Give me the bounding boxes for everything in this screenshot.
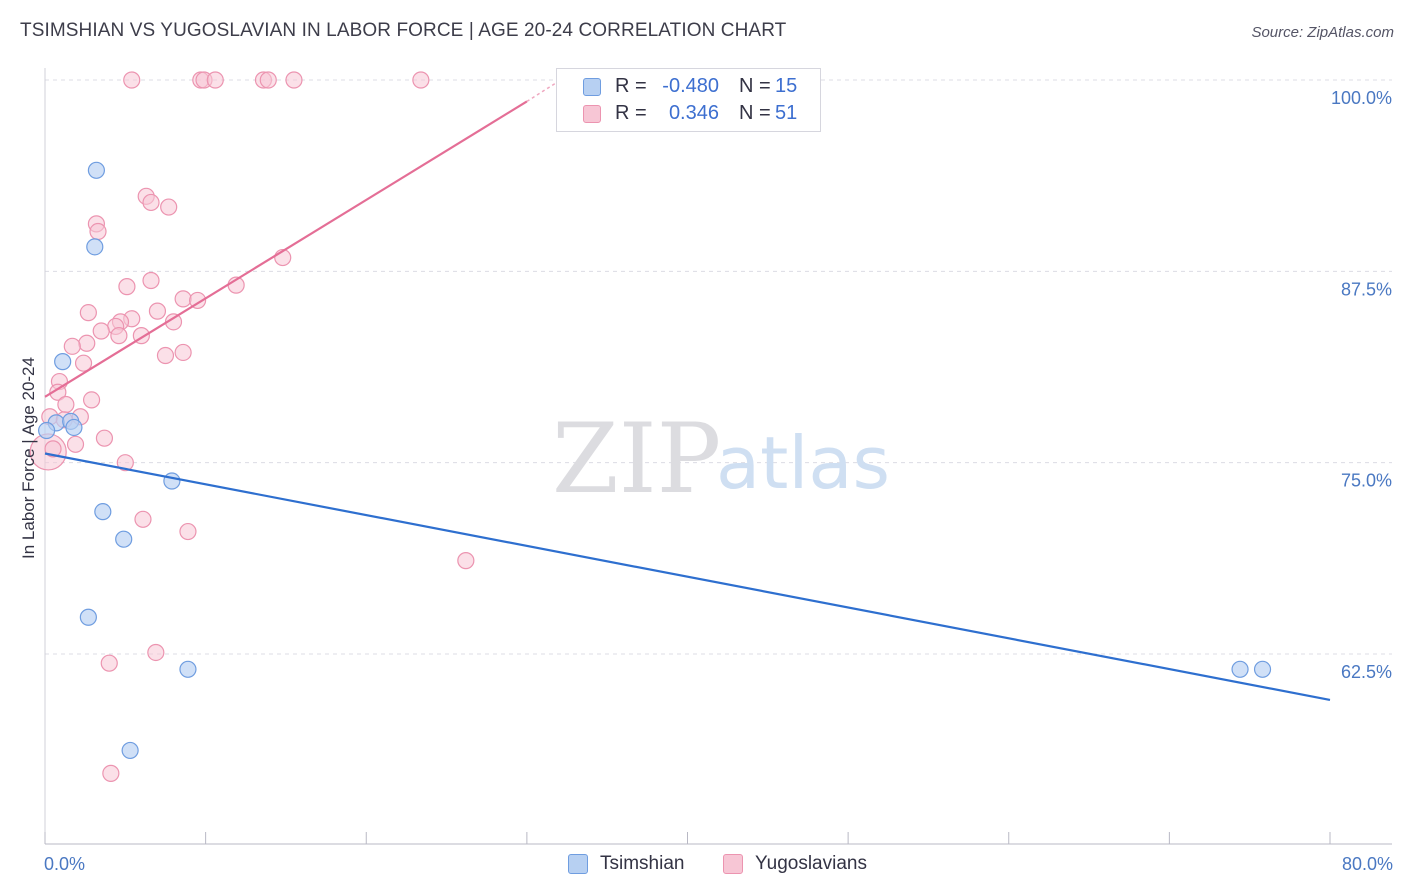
tsimshian-points xyxy=(38,161,1272,760)
tsimshian-point xyxy=(1231,660,1249,678)
chart-title: TSIMSHIAN VS YUGOSLAVIAN IN LABOR FORCE … xyxy=(20,20,787,41)
tsimshian-point xyxy=(38,421,56,440)
tsimshian-point xyxy=(54,353,72,371)
legend-row-yugoslavians: R = 0.346 N = 51 xyxy=(557,100,820,128)
yugoslavians-point xyxy=(118,278,136,296)
source-label: Source: ZipAtlas.com xyxy=(1251,24,1394,41)
yugoslavians-point xyxy=(95,429,114,447)
y-tick-label: 62.5% xyxy=(1341,662,1392,682)
n-value: 51 xyxy=(775,102,798,124)
tsimshian-point xyxy=(121,741,139,760)
y-tick-label: 100.0% xyxy=(1331,88,1392,108)
yugoslavians-legend-label: Yugoslavians xyxy=(755,853,867,874)
watermark-atlas: atlas xyxy=(716,421,890,505)
tsimshian-swatch xyxy=(583,78,601,96)
legend-row-tsimshian: R = -0.480 N = 15 xyxy=(557,73,820,101)
yugoslavians-swatch xyxy=(583,105,601,123)
yugoslavians-point xyxy=(206,71,224,89)
tsimshian-point xyxy=(87,161,106,179)
yugoslavians-point xyxy=(188,291,207,310)
yugoslavians-point xyxy=(92,322,110,340)
yugoslavians-point xyxy=(102,764,120,782)
yugoslavians-point xyxy=(142,271,160,290)
yugoslavians-point xyxy=(259,71,277,89)
yugoslavians-point xyxy=(82,391,101,409)
x-tick-label: 80.0% xyxy=(1342,854,1393,874)
yugoslavians-point xyxy=(156,346,175,365)
yugoslavians-point xyxy=(79,304,97,322)
r-value: -0.480 xyxy=(662,75,719,97)
yugoslavians-point xyxy=(110,327,128,345)
x-tick-label: 0.0% xyxy=(44,854,85,874)
tsimshian-legend-label: Tsimshian xyxy=(600,853,685,874)
yugoslavians-point xyxy=(89,222,107,241)
watermark: ZIP atlas xyxy=(552,403,890,515)
yugoslavians-point xyxy=(457,552,475,570)
yugoslavians-point xyxy=(44,440,62,458)
y-tick-label: 75.0% xyxy=(1341,471,1392,491)
y-axis-label: In Labor Force | Age 20-24 xyxy=(19,357,38,559)
tsimshian-point xyxy=(115,530,133,548)
r-value: 0.346 xyxy=(668,102,719,124)
tsimshian-trend-line xyxy=(44,452,1331,702)
tsimshian-point xyxy=(79,608,97,626)
r-label: R = xyxy=(615,75,647,97)
tick-labels: 100.0% 87.5% 75.0% 62.5% 0.0% 80.0% xyxy=(44,88,1393,874)
yugoslavians-point xyxy=(49,383,67,401)
yugoslavians-point xyxy=(100,654,118,672)
watermark-zip: ZIP xyxy=(552,403,721,515)
yugoslavians-point xyxy=(179,522,197,541)
yugoslavians-point xyxy=(142,193,160,212)
yugoslavians-point xyxy=(412,71,430,89)
tsimshian-point xyxy=(1253,660,1272,678)
n-value: 15 xyxy=(775,75,798,97)
yugoslavians-point xyxy=(174,343,192,362)
yugoslavians-point xyxy=(134,510,152,528)
grid-layer xyxy=(45,79,1392,655)
y-tick-label: 87.5% xyxy=(1341,279,1392,299)
tsimshian-point xyxy=(65,418,83,437)
yugoslavians-point xyxy=(63,337,81,355)
correlation-legend: R = -0.480 N = 15 R = 0.346 N = 51 xyxy=(556,68,821,132)
yugoslavians-point xyxy=(148,302,167,320)
yugoslavians-points xyxy=(29,71,475,782)
tsimshian-point xyxy=(86,238,104,256)
yugoslavians-point xyxy=(74,354,93,372)
tsimshian-legend-swatch xyxy=(568,854,588,874)
tsimshian-point xyxy=(179,660,197,678)
n-label: N = xyxy=(739,102,771,124)
yugoslavians-point xyxy=(78,334,96,352)
yugoslavians-point xyxy=(147,643,165,662)
yugoslavians-point xyxy=(123,71,141,89)
yugoslavians-trend-extension xyxy=(526,82,557,103)
tsimshian-point xyxy=(163,472,181,490)
yugoslavians-point xyxy=(174,290,192,308)
yugoslavians-point xyxy=(285,71,303,89)
n-label: N = xyxy=(739,75,771,97)
yugoslavians-point xyxy=(160,198,178,216)
yugoslavians-point xyxy=(57,395,75,414)
yugoslavians-trend-line xyxy=(44,100,528,398)
yugoslavians-point xyxy=(116,454,134,472)
r-label: R = xyxy=(615,102,647,124)
yugoslavians-point xyxy=(66,435,85,453)
tsimshian-point xyxy=(94,503,112,521)
yugoslavians-legend-swatch xyxy=(723,854,743,874)
trend-layer xyxy=(44,82,1331,702)
